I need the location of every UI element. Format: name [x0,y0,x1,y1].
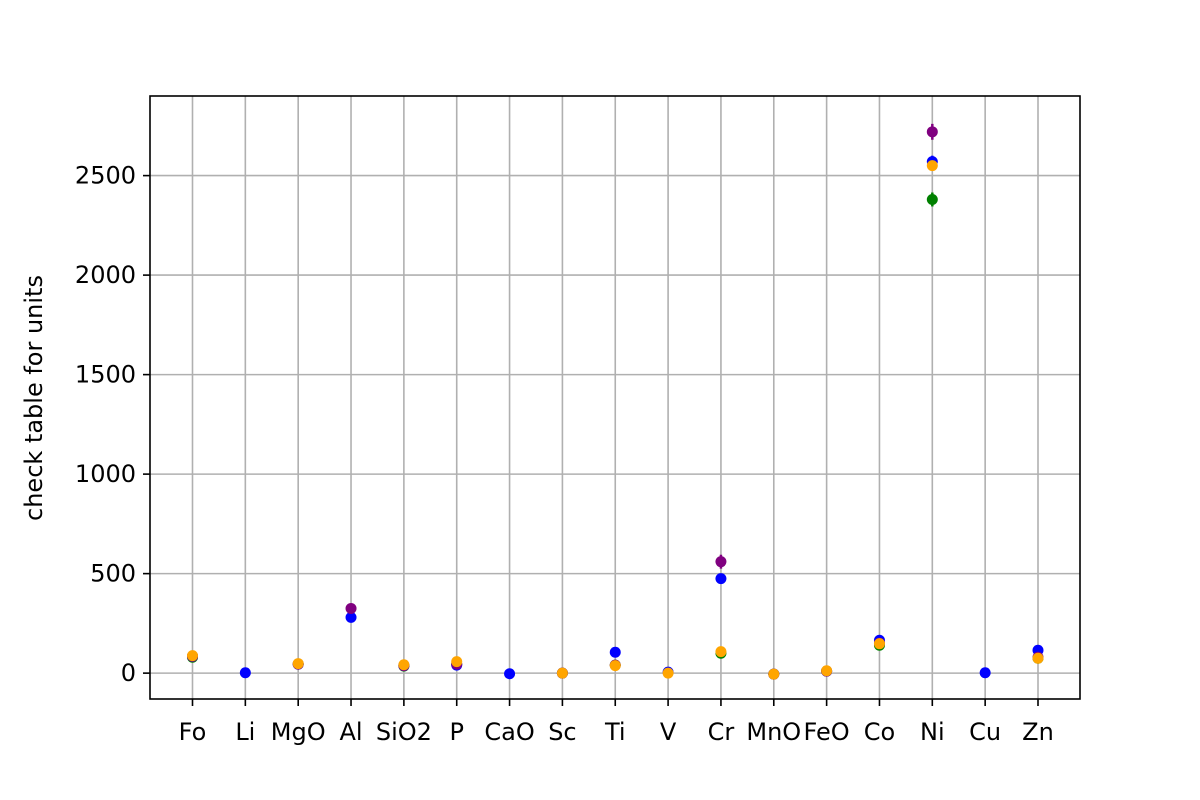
data-point [873,638,885,650]
x-tick-label: Ti [604,718,626,746]
x-axis: Fo Li MgO Al SiO2 P CaO Sc Ti V Cr MnO FeO Co Ni Cu Zn [179,699,1054,746]
data-point [609,660,621,672]
x-tick-label: FeO [804,718,850,746]
x-tick-label: MnO [746,718,801,746]
y-tick-label: 0 [121,659,136,687]
data-point [451,656,463,668]
y-axis-label: check table for units [20,275,48,521]
x-tick-label: CaO [484,718,534,746]
y-tick-label: 2500 [75,162,136,190]
data-point [662,667,674,679]
data-point [821,665,833,677]
x-tick-label: P [449,718,463,746]
x-tick-label: Sc [548,718,576,746]
y-tick-label: 500 [90,560,136,588]
x-tick-label: Li [235,718,255,746]
x-tick-label: Cr [708,718,735,746]
data-point [926,160,938,172]
x-tick-label: Al [339,718,362,746]
x-tick-label: Co [864,718,895,746]
y-tick-label: 1000 [75,460,136,488]
data-point [926,126,938,138]
grid [150,96,1080,699]
x-tick-label: Cu [969,718,1001,746]
data-point [1032,652,1044,664]
data-points [187,126,1044,680]
data-point [715,646,727,658]
data-point [504,668,516,680]
data-point [609,646,621,658]
x-tick-label: V [660,718,677,746]
data-point [398,659,410,671]
x-tick-label: Fo [179,718,207,746]
data-point [979,667,991,679]
data-point [926,193,938,205]
y-tick-label: 1500 [75,361,136,389]
data-point [556,667,568,679]
data-point [715,573,727,585]
x-tick-label: MgO [271,718,326,746]
x-tick-label: SiO2 [376,718,432,746]
data-point [715,556,727,568]
x-tick-label: Zn [1022,718,1054,746]
x-tick-label: Ni [920,718,945,746]
data-point [292,658,304,670]
data-point [345,602,357,614]
data-point [239,667,251,679]
data-point [187,650,198,662]
data-point [768,668,780,680]
data-point [345,611,357,623]
y-axis: 0 500 1000 1500 2000 2500 [75,162,150,687]
y-tick-label: 2000 [75,261,136,289]
